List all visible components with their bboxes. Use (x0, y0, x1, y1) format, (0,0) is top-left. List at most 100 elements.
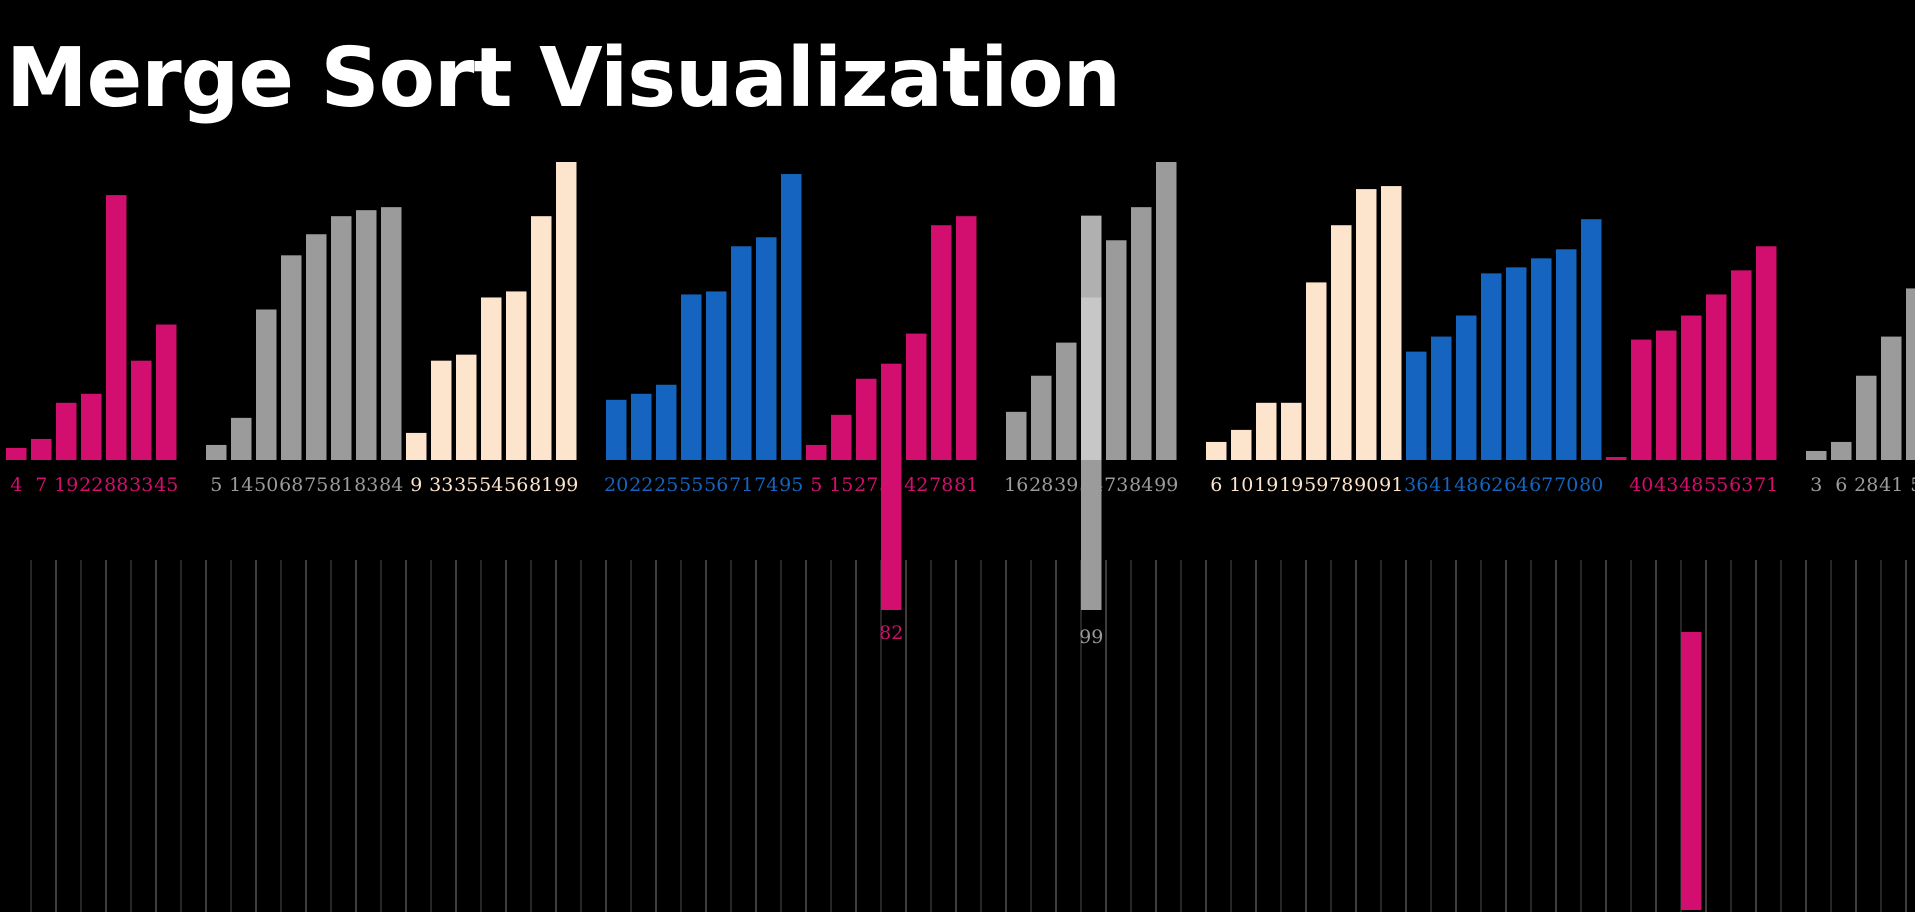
bar-value-label: 28 (1854, 474, 1878, 496)
bar (1331, 225, 1352, 460)
bar (1131, 207, 1152, 460)
bar (156, 324, 177, 460)
bar-value-label: 59 (1304, 474, 1328, 496)
bar-value-label: 6 (1835, 474, 1847, 496)
bar (1806, 450, 1827, 460)
bar (1231, 429, 1252, 460)
bar-group: 40 43 48 55 63 71 (1606, 246, 1778, 496)
bar-value-label: 14 (229, 474, 253, 496)
bar-value-label: 16 (1004, 474, 1028, 496)
bar (531, 216, 552, 460)
bar-value-label: 6 (1210, 474, 1222, 496)
bar-group: 4 7 19 22 88 33 45 (6, 195, 178, 496)
bar (231, 417, 252, 460)
bar (256, 309, 277, 460)
bar (381, 207, 402, 460)
bar (1006, 411, 1027, 460)
bar (456, 354, 477, 460)
bar (856, 378, 877, 460)
bar (731, 246, 752, 460)
bar-value-label: 90 (1354, 474, 1378, 496)
bar (356, 210, 377, 460)
bar-value-label: 9 (410, 474, 422, 496)
bar (756, 237, 777, 460)
bar-value-label: 45 (154, 474, 178, 496)
bar (806, 444, 827, 460)
bar (1431, 336, 1452, 460)
bar-value-label: 62 (1479, 474, 1503, 496)
bar-value-label: 5 (810, 474, 822, 496)
bar-value-label: 68 (279, 474, 303, 496)
bar (131, 360, 152, 460)
bar-value-label: 78 (1329, 474, 1353, 496)
bar (1031, 375, 1052, 460)
bar (681, 294, 702, 460)
bar-group: 20 22 25 55 56 71 74 95 (604, 174, 803, 496)
bar-value-label: 56 (504, 474, 528, 496)
bar (631, 393, 652, 460)
bar (481, 297, 502, 460)
bar (1631, 339, 1652, 460)
bar-value-label: 5 (210, 474, 222, 496)
bar-value-label: 55 (1704, 474, 1728, 496)
bar-value-label: 80 (1579, 474, 1603, 496)
bar-value-label: 84 (379, 474, 403, 496)
bar-value-label: 74 (754, 474, 778, 496)
bar-value-label: 4 (10, 474, 22, 496)
bar (556, 162, 577, 460)
bar (1706, 294, 1727, 460)
bar (1456, 315, 1477, 460)
bar-value-label: 78 (929, 474, 953, 496)
bar-value-label: 63 (1729, 474, 1753, 496)
bar-value-label: 54 (479, 474, 503, 496)
guide-lines (30, 560, 1907, 912)
bar (656, 384, 677, 460)
bar (1381, 186, 1402, 460)
bar-value-label: 67 (1529, 474, 1553, 496)
bar (106, 195, 127, 460)
bar-value-label: 7 (35, 474, 47, 496)
bar (1256, 402, 1277, 460)
bar-value-label: 56 (704, 474, 728, 496)
bar-value-label: 15 (829, 474, 853, 496)
bar (1681, 315, 1702, 460)
bar-value-label: 19 (1254, 474, 1278, 496)
bar (281, 255, 302, 460)
bar (1756, 246, 1777, 460)
bar-value-label: 91 (1379, 474, 1403, 496)
bar (1581, 219, 1602, 460)
bar-value-label: 35 (454, 474, 478, 496)
bar-value-label: 33 (429, 474, 453, 496)
bar (831, 414, 852, 460)
bar-value-label: 64 (1504, 474, 1528, 496)
bar (1731, 270, 1752, 460)
bar (1481, 273, 1502, 460)
bar-value-label: 41 (1429, 474, 1453, 496)
bar-value-label: 48 (1454, 474, 1478, 496)
bar (1206, 441, 1227, 460)
bar-value-label: 50 (254, 474, 278, 496)
bar (606, 399, 627, 460)
bar (1656, 330, 1677, 460)
bar (1356, 189, 1377, 460)
bar (706, 291, 727, 460)
bar (781, 174, 802, 460)
bar (31, 438, 52, 460)
bar-value-label: 95 (779, 474, 803, 496)
bar (306, 234, 327, 460)
bar-value-label: 5 (1910, 474, 1915, 496)
bar-value-label: 22 (79, 474, 103, 496)
bar-value-label: 71 (1754, 474, 1778, 496)
bar-value-label: 41 (1879, 474, 1903, 496)
bar-value-label: 40 (1629, 474, 1653, 496)
bar-value-label: 83 (354, 474, 378, 496)
bar (56, 402, 77, 460)
bar (1106, 240, 1127, 460)
bar (1406, 351, 1427, 460)
bar-group: 36 41 48 62 64 67 70 80 (1404, 219, 1603, 496)
bar-value-label: 27 (854, 474, 878, 496)
bar (1506, 267, 1527, 460)
bar-value-label: 19 (1279, 474, 1303, 496)
bar (1531, 258, 1552, 460)
